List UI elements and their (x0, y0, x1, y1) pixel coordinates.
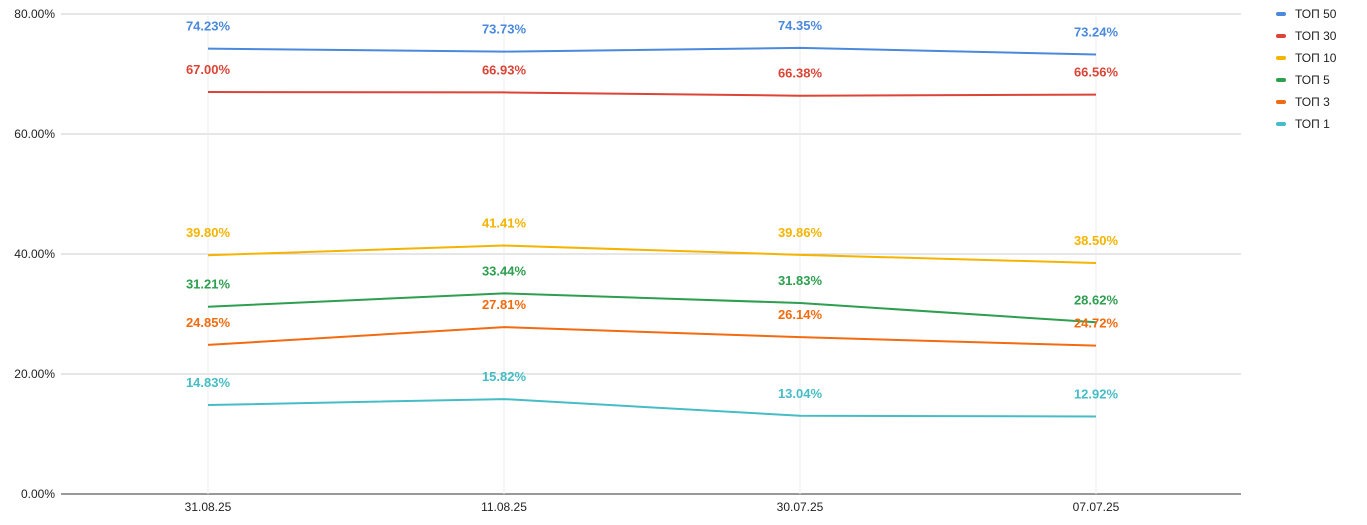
series-line-4 (207, 292, 1097, 324)
x-tick-label: 07.07.25 (1073, 500, 1120, 514)
series-lines (207, 46, 1097, 418)
legend-label: ТОП 30 (1295, 29, 1337, 43)
data-label: 39.80% (186, 225, 231, 240)
data-label: 38.50% (1074, 233, 1119, 248)
legend-swatch (1276, 78, 1286, 82)
legend-label: ТОП 5 (1295, 73, 1330, 87)
series-line-2 (207, 91, 1097, 97)
data-label: 24.85% (186, 315, 231, 330)
y-tick-label: 20.00% (14, 367, 55, 381)
data-label: 28.62% (1074, 292, 1119, 307)
data-label: 33.44% (482, 263, 527, 278)
legend-swatch (1276, 56, 1286, 60)
data-label: 31.83% (778, 273, 823, 288)
data-label: 41.41% (482, 216, 527, 231)
legend-swatch (1276, 34, 1286, 38)
data-label: 73.24% (1074, 25, 1119, 40)
legend-swatch (1276, 12, 1286, 16)
data-label: 66.93% (482, 62, 527, 77)
data-label: 67.00% (186, 62, 231, 77)
legend: ТОП 50 ТОП 30 ТОП 10 ТОП 5 ТОП 3 ТОП 1 (1276, 7, 1337, 131)
data-label: 31.21% (186, 277, 231, 292)
data-label: 74.23% (186, 19, 231, 34)
legend-label: ТОП 10 (1295, 51, 1337, 65)
legend-label: ТОП 50 (1295, 7, 1337, 21)
data-label: 12.92% (1074, 386, 1119, 401)
series-line-5 (207, 326, 1097, 347)
y-tick-label: 60.00% (14, 127, 55, 141)
legend-swatch (1276, 122, 1286, 126)
data-label: 66.38% (778, 66, 823, 81)
x-tick-label: 11.08.25 (481, 500, 527, 514)
legend-swatch (1276, 100, 1286, 104)
data-label: 24.72% (1074, 316, 1119, 331)
data-label: 15.82% (482, 369, 527, 384)
legend-label: ТОП 3 (1295, 95, 1330, 109)
x-tick-label: 31.08.25 (185, 500, 232, 514)
data-label: 39.86% (778, 225, 823, 240)
data-label: 66.56% (1074, 65, 1119, 80)
series-line-3 (207, 244, 1097, 264)
series-line-1 (207, 46, 1097, 56)
x-tick-label: 30.07.25 (777, 500, 824, 514)
y-tick-label: 80.00% (14, 7, 55, 21)
y-tick-label: 0.00% (21, 487, 55, 501)
data-label: 73.73% (482, 22, 527, 37)
series-line-6 (207, 398, 1097, 418)
data-label: 27.81% (482, 297, 527, 312)
data-label: 26.14% (778, 307, 823, 322)
data-labels: 74.23% 73.73% 74.35% 73.24% 67.00% 66.93% 66.3… (186, 18, 1119, 402)
data-label: 14.83% (186, 375, 231, 390)
data-label: 13.04% (778, 386, 823, 401)
y-tick-label: 40.00% (14, 247, 55, 261)
legend-label: ТОП 1 (1295, 117, 1330, 131)
data-label: 74.35% (778, 18, 823, 33)
axes: 0.00% 20.00% 40.00% 60.00% 80.00% 31.08.25 11.… (14, 7, 1119, 514)
